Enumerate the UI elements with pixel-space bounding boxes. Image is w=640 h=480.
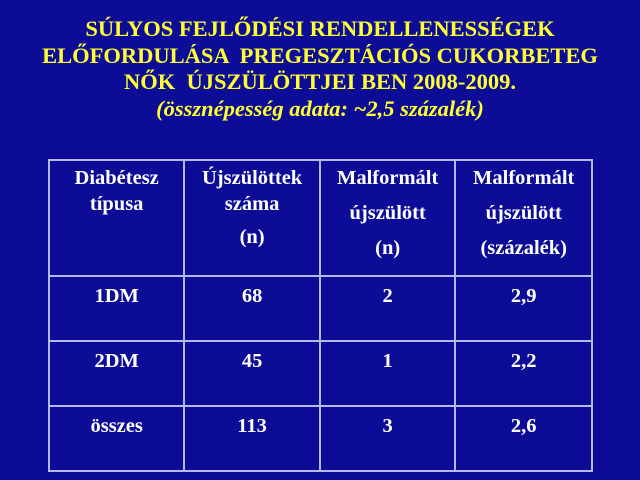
cell-malformed-n: 1 [318, 340, 457, 407]
table-header-row: Diabétesz típusa Újszülöttek száma (n) M… [47, 159, 593, 277]
cell-newborns: 68 [183, 275, 321, 342]
header-text: száma [224, 193, 280, 215]
title-line: NŐK ÚJSZÜLÖTTJEI BEN 2008-2009. [124, 69, 516, 94]
cell-malformed-percent: 2,9 [454, 275, 593, 342]
cell-malformed-percent: 2,2 [454, 340, 593, 407]
table-row: 2DM 45 1 2,2 [47, 340, 593, 407]
header-malformed-n: Malformált újszülött (n) [318, 159, 457, 277]
header-text: újszülött [485, 202, 562, 224]
header-text: Diabétesz [74, 167, 159, 189]
title-subtitle: (össznépesség adata: ~2,5 százalék) [156, 95, 484, 121]
header-text: Malformált [473, 167, 575, 189]
cell-type: 1DM [47, 275, 186, 342]
title-line: ELŐFORDULÁSA PREGESZTÁCIÓS CUKORBETEG [42, 42, 598, 68]
cell-newborns: 113 [183, 405, 321, 472]
header-diabetes-type: Diabétesz típusa [47, 159, 186, 277]
malformation-table: Diabétesz típusa Újszülöttek száma (n) M… [47, 159, 593, 472]
header-text: (n) [239, 226, 265, 248]
header-newborn-count: Újszülöttek száma (n) [183, 159, 321, 277]
cell-malformed-n: 3 [318, 405, 457, 472]
header-text: újszülött [349, 202, 426, 224]
cell-type: összes [47, 405, 186, 472]
title-line: SÚLYOS FEJLŐDÉSI RENDELLENESSÉGEK [85, 16, 555, 41]
header-text: Malformált [336, 167, 439, 189]
table-row: 1DM 68 2 2,9 [47, 275, 593, 342]
header-text: Újszülöttek [201, 167, 303, 189]
cell-type: 2DM [47, 340, 186, 407]
header-text: (n) [375, 237, 401, 259]
cell-newborns: 45 [183, 340, 321, 407]
header-text: (százalék) [480, 237, 567, 259]
header-malformed-percent: Malformált újszülött (százalék) [454, 159, 593, 277]
header-text: típusa [89, 193, 144, 215]
slide-title: SÚLYOS FEJLŐDÉSI RENDELLENESSÉGEK ELŐFOR… [0, 16, 640, 122]
table-row: összes 113 3 2,6 [47, 405, 593, 472]
cell-malformed-percent: 2,6 [454, 405, 593, 472]
cell-malformed-n: 2 [318, 275, 457, 342]
